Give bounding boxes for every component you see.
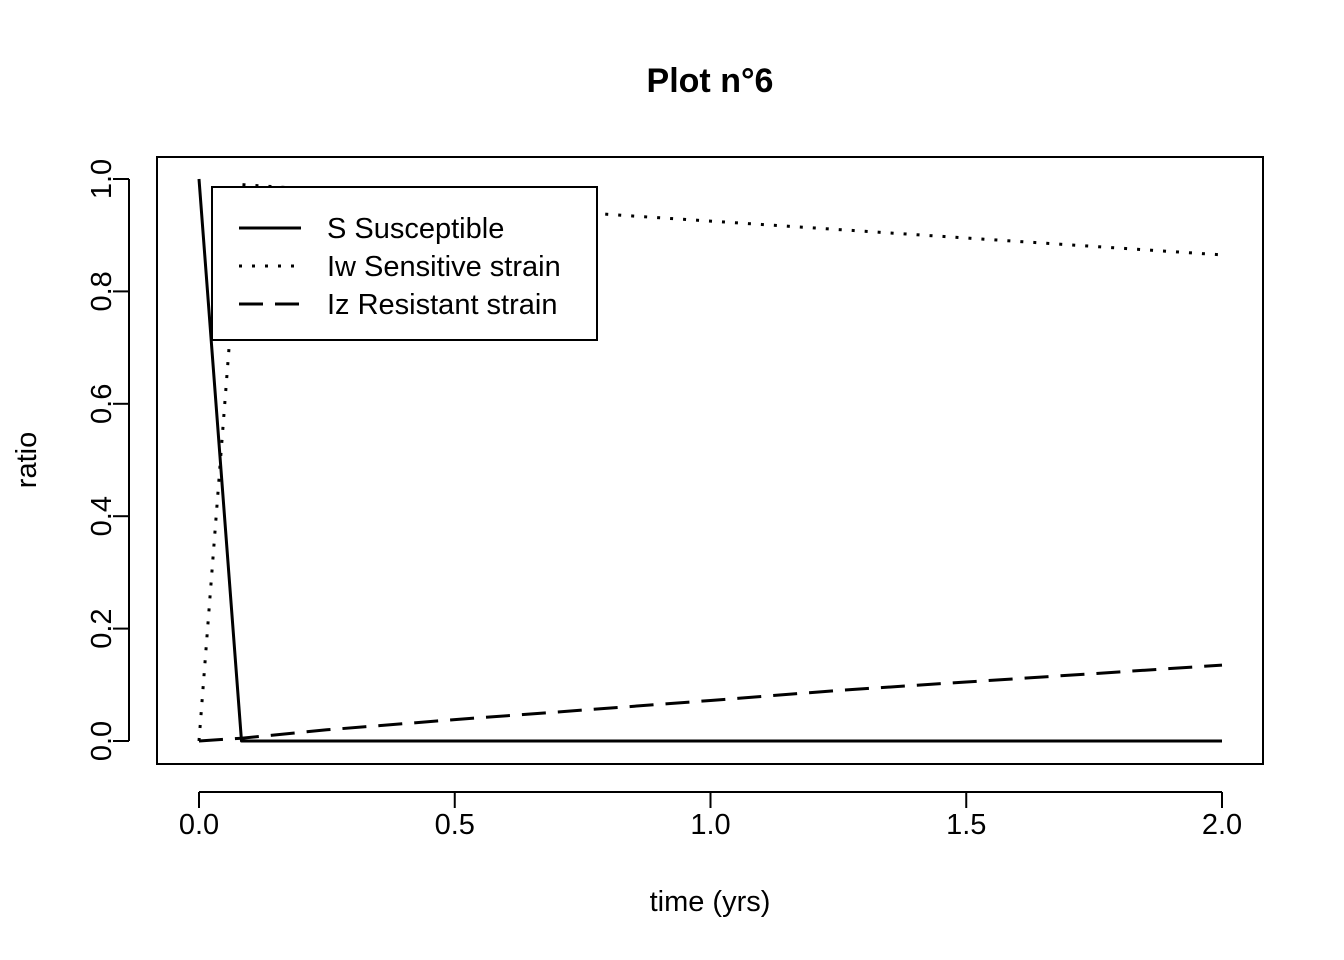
y-tick-label: 1.0 (86, 159, 118, 199)
x-tick-label: 2.0 (1202, 809, 1242, 841)
chart-title: Plot n°6 (647, 62, 774, 100)
y-axis-label: ratio (11, 432, 43, 488)
y-tick-label: 0.0 (86, 721, 118, 761)
legend: S Susceptible Iw Sensitive strain Iz Resis… (211, 186, 598, 341)
x-tick-label: 1.0 (690, 809, 730, 841)
x-tick-label: 0.5 (435, 809, 475, 841)
x-axis-label: time (yrs) (650, 886, 771, 918)
y-tick-label: 0.6 (86, 384, 118, 424)
y-tick-label: 0.8 (86, 271, 118, 311)
y-axis: 0.0 0.2 0.4 0.6 0.8 1.0 (86, 159, 130, 761)
x-tick-label: 1.5 (946, 809, 986, 841)
legend-box (211, 186, 598, 341)
series-line-3 (198, 663, 1223, 743)
y-tick-label: 0.2 (86, 608, 118, 648)
y-tick-label: 0.4 (86, 496, 118, 536)
series-line-1 (197, 178, 1222, 743)
legend-label-1: S Susceptible (327, 213, 504, 245)
series-layer (197, 178, 1223, 743)
plot-frame (156, 156, 1264, 765)
legend-label-2: Iw Sensitive strain (327, 251, 561, 283)
x-tick-label: 0.0 (179, 809, 219, 841)
x-axis: 0.0 0.5 1.0 1.5 2.0 (179, 791, 1242, 841)
legend-label-3: Iz Resistant strain (327, 289, 557, 321)
